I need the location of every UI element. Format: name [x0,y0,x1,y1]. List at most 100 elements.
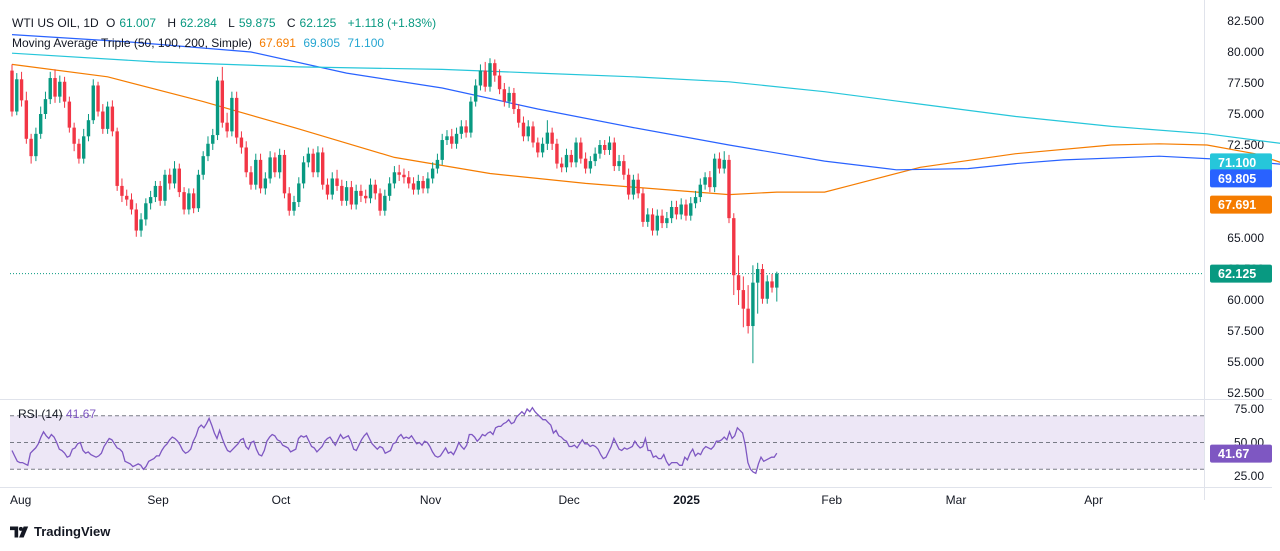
candle-body [646,214,650,222]
price-label-ma200: 71.100 [1210,153,1272,172]
candle-body [249,172,253,185]
price-tick-label: 80.000 [1227,45,1264,59]
candle-body [526,126,530,137]
candle-body [201,156,205,175]
candle-body [344,187,349,201]
candle-body [144,203,148,220]
candle-body [268,157,272,179]
candle-body [311,153,315,173]
close-label: C [286,16,296,30]
candle-body [43,99,48,114]
candle-body [507,92,511,102]
candle-body [220,80,225,123]
candle-body [636,179,640,194]
price-tick-label: 82.500 [1227,14,1264,28]
candle-body [38,114,43,134]
candle-body [306,153,311,163]
candle-body [29,138,33,157]
candle-body [416,180,420,190]
time-tick-label: Feb [821,493,842,507]
candle-body [473,85,478,102]
change-value: +1.118 (+1.83%) [347,16,437,30]
candle-body [177,168,181,193]
candle-body [335,178,339,186]
candle-body [454,133,459,144]
candle-body [650,214,655,231]
price-label-text: 69.805 [1218,172,1256,186]
candle-body [722,159,726,169]
candle-body [273,157,277,173]
price-tick-label: 52.500 [1227,386,1264,400]
candle-body [631,179,636,195]
candle-body [708,177,712,188]
time-axis: Aug Sep Oct Nov Dec 2025 Feb Mar Apr [10,493,1103,507]
pane-divider [0,399,1272,400]
price-label-ma100: 69.805 [1210,169,1272,188]
candle-body [583,158,588,169]
time-tick-label: Aug [10,493,31,507]
candle-body [239,137,244,148]
candle-body [225,122,229,132]
candle-body [732,218,736,276]
time-tick-label: Dec [558,493,579,507]
candle-body [516,109,521,123]
candle-body [693,197,698,204]
candle-body [10,70,14,112]
candle-body [101,111,105,129]
candle-body [321,152,325,185]
price-label-text: 67.691 [1218,198,1256,212]
candle-body [62,81,67,102]
candle-body [512,92,516,110]
candle-body [191,193,196,209]
candle-body [383,195,387,211]
candle-body [373,184,377,194]
candle-body [689,203,693,216]
tradingview-brand[interactable]: TradingView [10,524,110,539]
ma100-value: 69.805 [303,36,341,50]
rsi-label-box [1210,444,1272,463]
candle-body [665,218,669,224]
candle-body [588,161,593,169]
rsi-title: RSI (14) [18,407,63,421]
candle-body [263,178,268,189]
candle-body [378,193,382,211]
candle-body [105,106,110,129]
candle-body [125,195,129,200]
candle-body [364,195,368,199]
candle-body [234,97,239,138]
time-tick-label: Oct [272,493,291,507]
candle-body [775,273,779,288]
candle-body [426,178,430,189]
ma-line-ma50 [11,63,1280,196]
candle-body [58,81,62,97]
candle-body [727,159,731,219]
axis-divider [1204,0,1205,500]
ma200-value: 71.100 [347,36,385,50]
candle-body [459,126,464,134]
candle-body [746,308,750,327]
symbol-label: WTI US OIL, 1D [12,16,99,30]
candle-body [540,143,545,153]
candle-body [82,136,86,159]
tradingview-logo-icon [10,526,29,537]
time-tick-label: Nov [420,493,441,507]
candle-body [91,85,95,121]
price-label-box [1210,264,1272,283]
rsi-value: 41.67 [66,407,97,421]
candle-body [215,80,220,136]
candle-body [679,204,683,215]
candle-body [607,142,612,150]
price-tick-label: 75.000 [1227,107,1264,121]
price-label-text: 62.125 [1218,267,1256,281]
candle-body [669,207,674,219]
candle-body [770,281,774,288]
candle-body [115,131,119,186]
candle-body [48,78,52,100]
candle-body [765,281,769,299]
candle-body [196,174,201,209]
candle-body [698,184,703,198]
low-value: 59.875 [238,16,276,30]
candle-body [34,133,38,157]
candle-body [158,185,162,201]
